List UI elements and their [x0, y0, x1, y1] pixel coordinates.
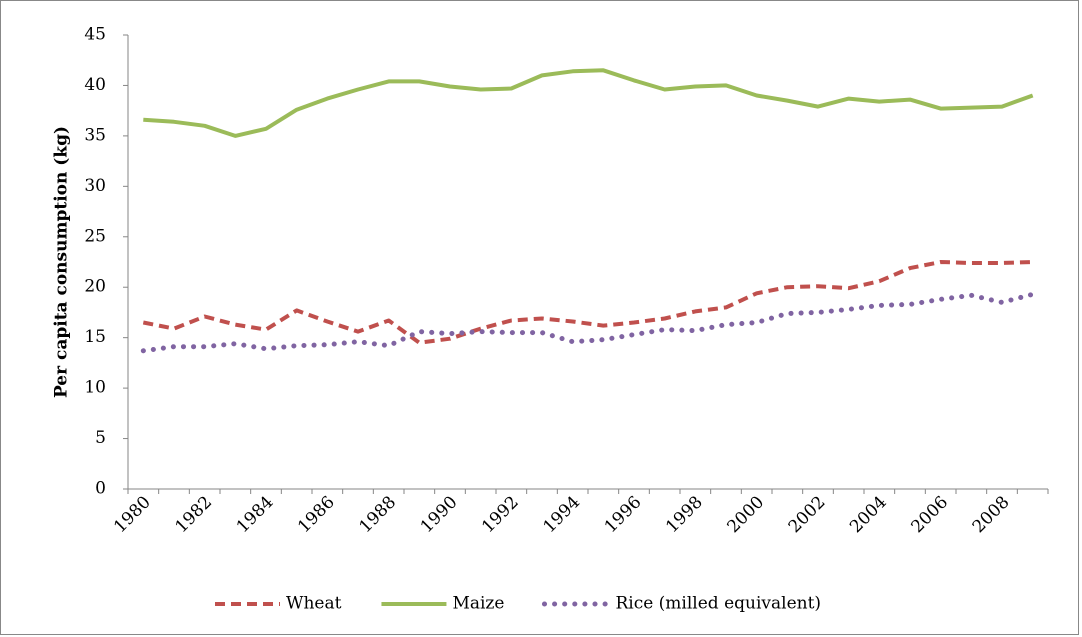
legend-item: Wheat: [215, 594, 342, 614]
data-line: [142, 260, 1033, 345]
legend-item: Rice (milled equivalent): [541, 594, 821, 614]
y-axis-title: Per capita consumption (kg): [52, 126, 72, 398]
y-tick-label: 5: [95, 428, 106, 448]
y-tick-label: 10: [84, 378, 106, 398]
y-tick-label: 35: [84, 125, 106, 145]
legend-item: Maize: [381, 594, 504, 614]
y-tick-label: 20: [84, 277, 106, 297]
y-tick-label: 45: [84, 25, 106, 45]
data-line: [140, 291, 1036, 354]
y-tick-label: 25: [84, 226, 106, 246]
y-tick-label: 0: [95, 479, 106, 499]
legend-label: Wheat: [286, 594, 342, 614]
legend-label: Maize: [452, 594, 504, 614]
y-tick-label: 40: [84, 75, 106, 95]
y-tick-label: 15: [84, 327, 106, 347]
legend-label: Rice (milled equivalent): [615, 594, 821, 614]
y-tick-label: 30: [84, 176, 106, 196]
data-line: [143, 68, 1034, 138]
